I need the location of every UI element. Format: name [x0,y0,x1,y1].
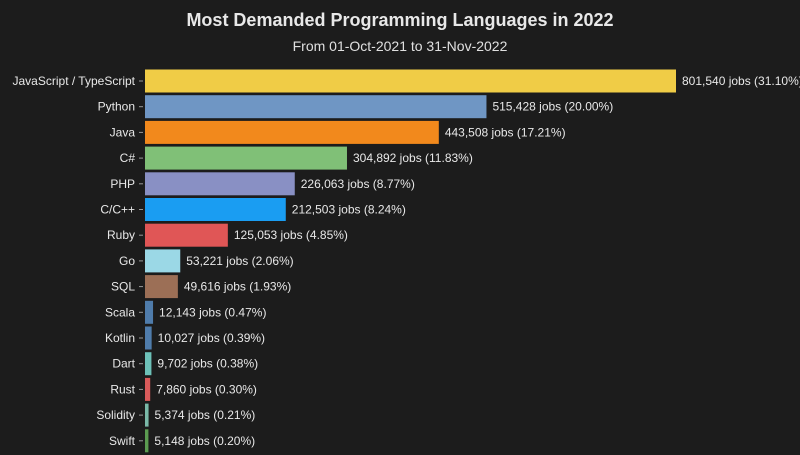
bar [145,300,154,324]
bar [145,198,286,221]
bar [145,223,228,247]
bar [145,120,439,144]
bar [145,275,178,299]
data-label: 212,503 jobs (8.24%) [292,203,406,217]
data-label: 12,143 jobs (0.47%) [159,305,266,319]
category-label: Kotlin [105,331,135,345]
bar [145,69,676,93]
bar [145,326,152,350]
chart-subtitle: From 01-Oct-2021 to 31-Nov-2022 [292,38,508,54]
category-label: Java [110,125,136,139]
bar [145,95,487,119]
data-label: 49,616 jobs (1.93%) [184,280,291,294]
category-label: Dart [112,357,135,371]
data-label: 125,053 jobs (4.85%) [234,228,348,242]
category-label: Rust [110,382,135,396]
data-label: 5,374 jobs (0.21%) [155,408,256,422]
bar [145,146,347,170]
category-label: Solidity [96,408,135,422]
category-label: JavaScript / TypeScript [13,74,136,88]
data-label: 226,063 jobs (8.77%) [301,177,415,191]
category-label: Go [119,254,135,268]
category-label: C# [120,151,136,165]
category-label: Swift [109,434,136,448]
data-label: 10,027 jobs (0.39%) [158,331,265,345]
data-label: 443,508 jobs (17.21%) [445,125,566,139]
data-label: 515,428 jobs (20.00%) [492,100,613,114]
category-label: PHP [110,177,135,191]
bar [145,403,149,427]
bar [145,352,152,376]
data-label: 53,221 jobs (2.06%) [186,254,293,268]
category-label: C/C++ [100,203,135,217]
category-label: Scala [105,305,135,319]
data-label: 9,702 jobs (0.38%) [157,357,258,371]
category-label: Python [98,100,135,114]
bar [145,172,295,196]
bar [145,249,181,273]
category-label: SQL [111,280,135,294]
data-label: 304,892 jobs (11.83%) [353,151,473,165]
data-label: 5,148 jobs (0.20%) [154,434,255,448]
bar [145,377,151,401]
data-label: 7,860 jobs (0.30%) [156,382,257,396]
category-label: Ruby [107,228,135,242]
chart-title: Most Demanded Programming Languages in 2… [186,10,614,30]
bar [145,429,149,453]
data-label: 801,540 jobs (31.10%) [682,74,800,88]
